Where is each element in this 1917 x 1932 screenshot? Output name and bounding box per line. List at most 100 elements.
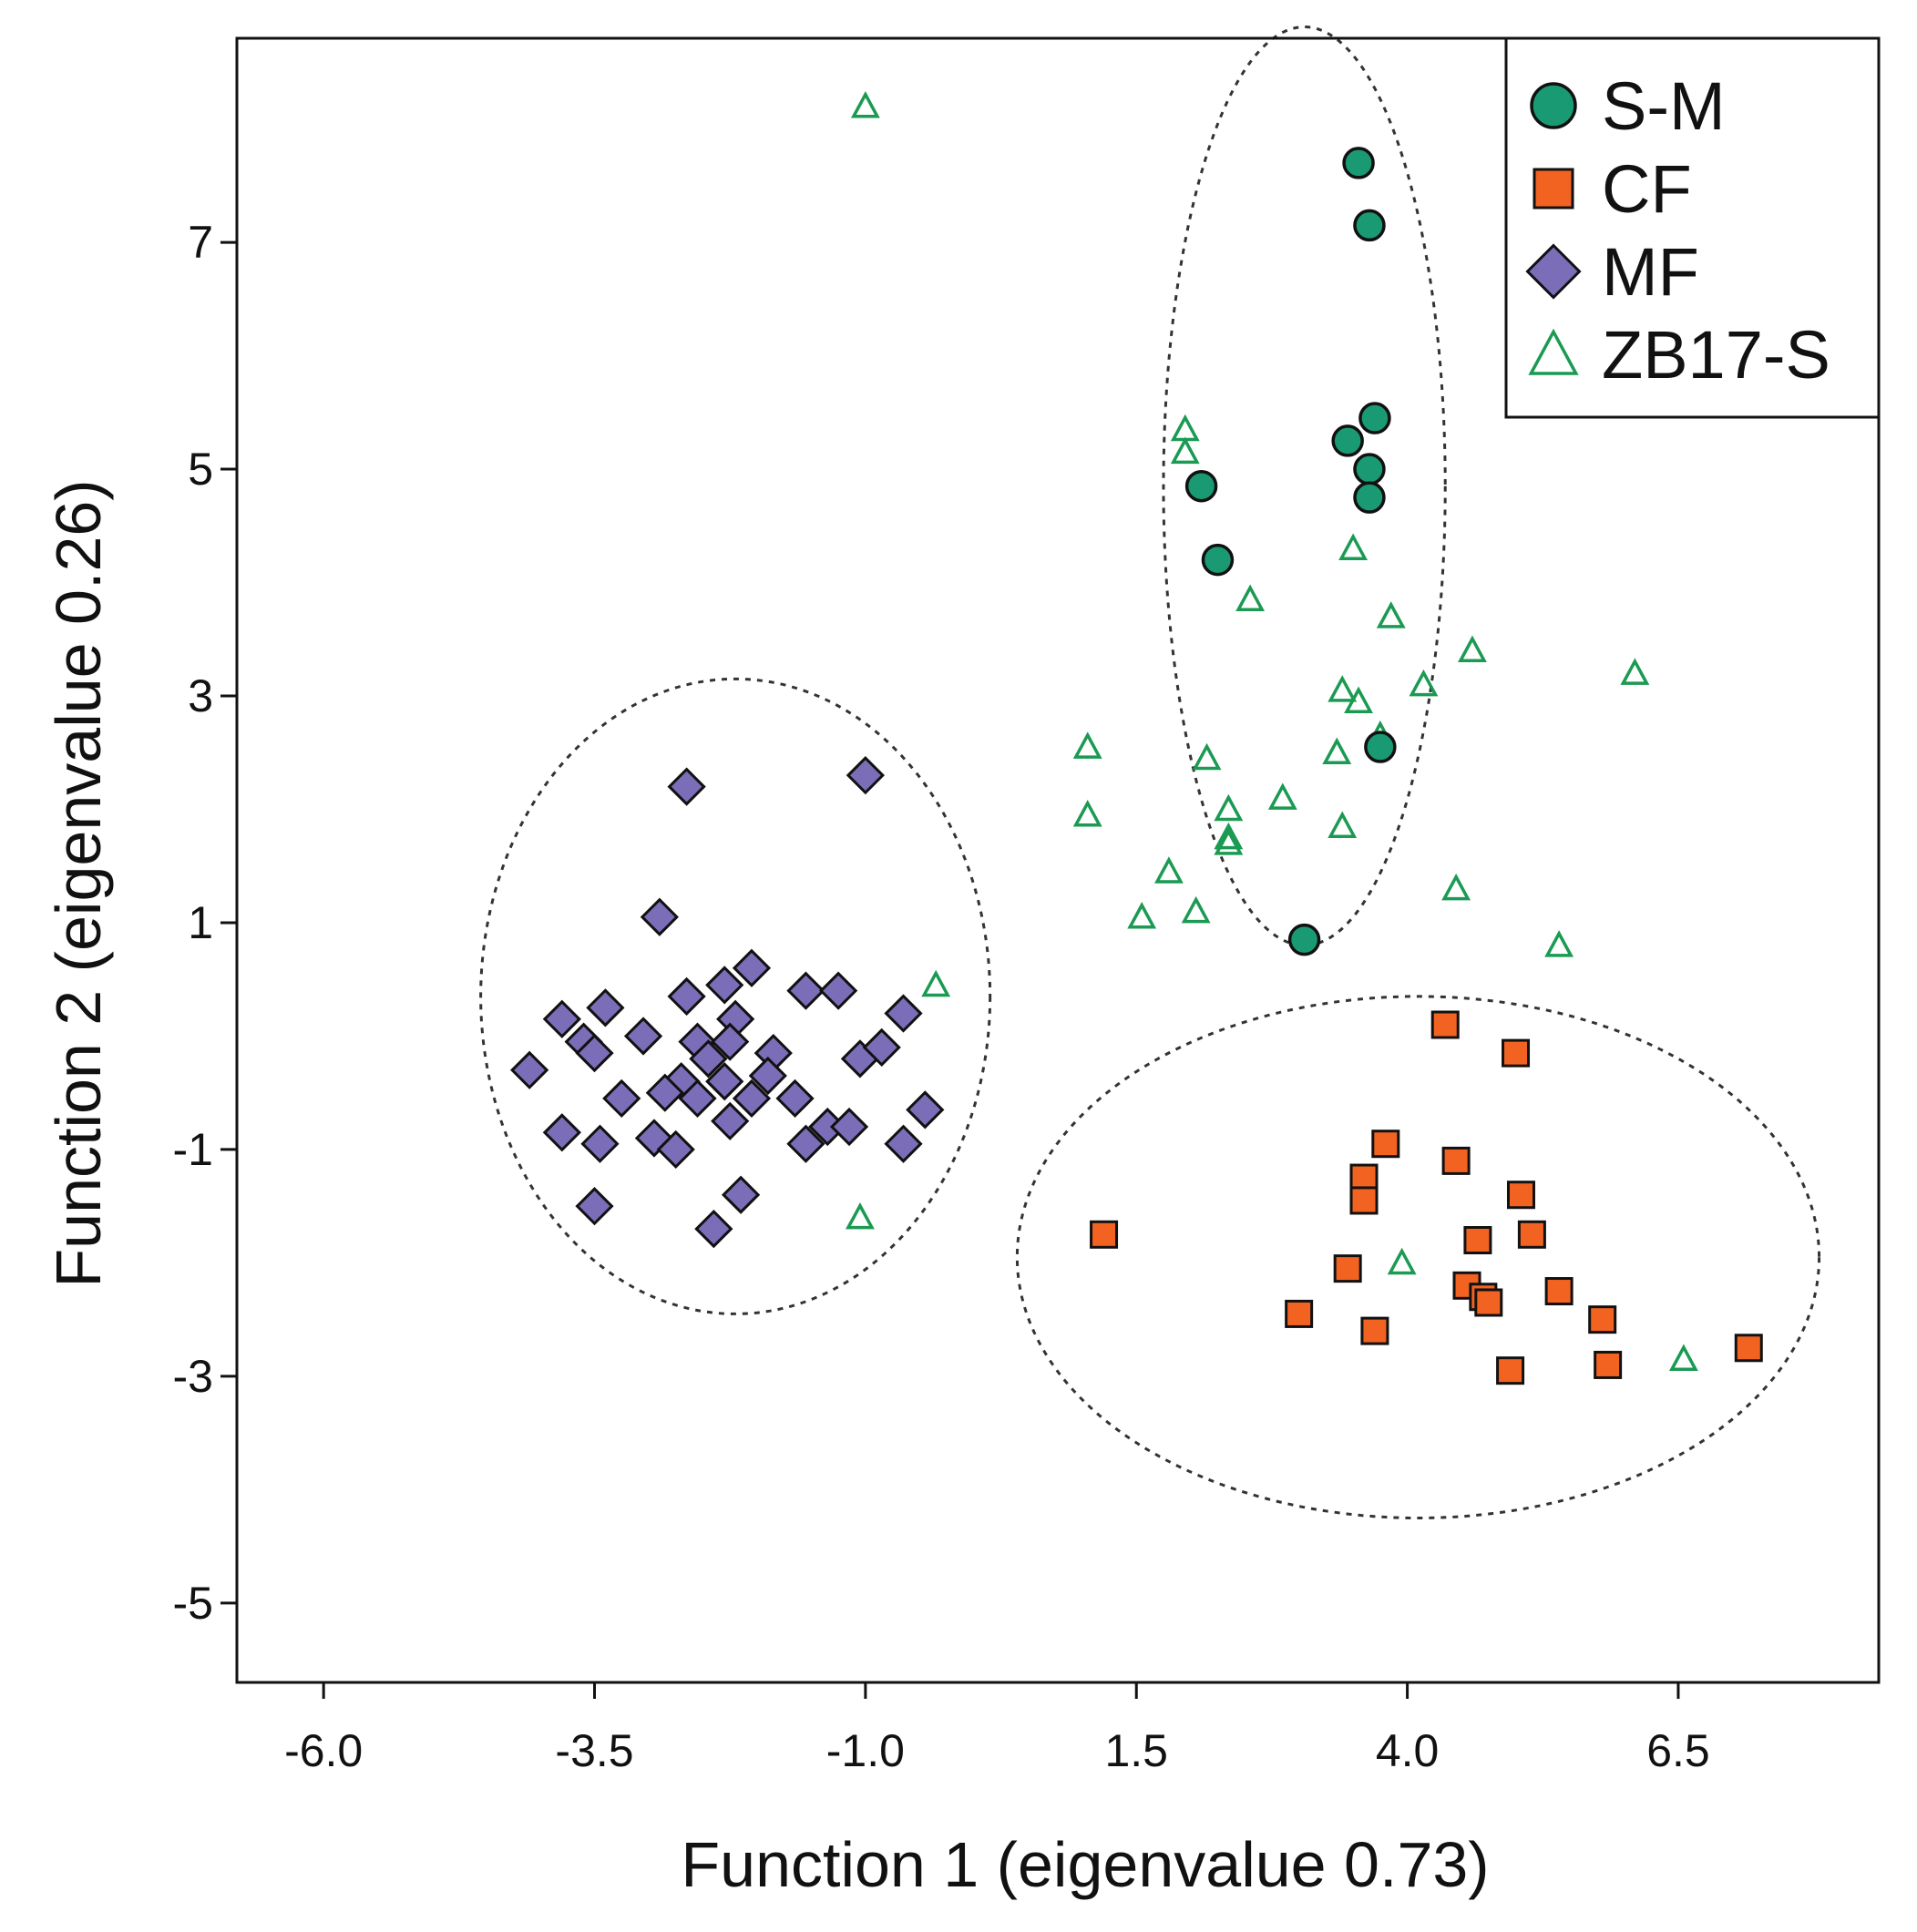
point-mf [906, 1090, 945, 1130]
point-cf [1594, 1350, 1623, 1379]
point-cf [1734, 1334, 1763, 1363]
point-mf [689, 1039, 728, 1078]
point-mf [732, 948, 772, 987]
legend-label-s-m: S-M [1602, 68, 1726, 144]
point-mf [748, 1056, 787, 1096]
point-zb17-s [1214, 828, 1244, 855]
point-zb17-s [1668, 1344, 1698, 1372]
cluster-ellipses [479, 26, 1821, 1520]
point-mf [586, 988, 625, 1027]
point-cf [1441, 1146, 1471, 1175]
point-zb17-s [1170, 414, 1200, 442]
point-mf [829, 1107, 869, 1147]
legend-marker-zb17-s [1528, 328, 1579, 375]
point-mf [542, 1113, 581, 1152]
point-mf [575, 1187, 614, 1226]
point-cf [1333, 1254, 1362, 1283]
point-zb17-s [1072, 731, 1102, 759]
point-zb17-s [1328, 675, 1358, 702]
point-mf [623, 1017, 663, 1056]
point-cf [1502, 1038, 1531, 1068]
point-mf [667, 976, 706, 1017]
point-zb17-s [1181, 895, 1211, 924]
x-axis: -6.0 -3.5 -1.0 1.5 4.0 6.5 [284, 1682, 1710, 1776]
point-zb17-s [1072, 800, 1102, 827]
point-s-m [1353, 453, 1386, 486]
point-mf [786, 1124, 825, 1163]
point-mf [580, 1124, 620, 1163]
point-cf [1588, 1305, 1617, 1334]
point-mf [602, 1078, 641, 1119]
point-zb17-s [1322, 737, 1352, 765]
point-mf [705, 966, 744, 1005]
point-zb17-s [850, 91, 880, 118]
point-zb17-s [1153, 856, 1184, 884]
point-s-m [1184, 469, 1218, 503]
x-tick-label: 1.5 [1104, 1725, 1168, 1776]
point-zb17-s [1170, 436, 1200, 465]
point-cf [1090, 1220, 1119, 1249]
point-mf [645, 1073, 684, 1112]
point-mf [846, 756, 885, 795]
legend-marker-s-m [1530, 82, 1577, 129]
point-zb17-s [1544, 930, 1574, 957]
ellipse-mf [479, 677, 992, 1315]
y-tick-label: -3 [173, 1351, 213, 1402]
y-tick-label: 3 [188, 670, 213, 721]
point-mf [510, 1050, 549, 1089]
y-tick-label: 5 [188, 444, 213, 495]
point-cf [1496, 1356, 1525, 1385]
point-mf [667, 767, 706, 806]
point-zb17-s [1328, 811, 1358, 838]
point-zb17-s [921, 969, 951, 997]
point-zb17-s [1235, 584, 1266, 611]
y-axis: -5 -3 -1 1 3 5 7 [173, 217, 237, 1629]
point-mf [694, 1209, 733, 1249]
point-mf [711, 1101, 750, 1140]
legend-marker-mf [1525, 243, 1582, 300]
point-mf [732, 1078, 772, 1119]
point-mf [678, 1078, 717, 1119]
point-zb17-s [1620, 658, 1650, 685]
legend-label-zb17-s: ZB17-S [1602, 317, 1830, 393]
point-zb17-s [1214, 822, 1244, 850]
point-cf [1517, 1220, 1546, 1249]
point-zb17-s [1192, 742, 1222, 771]
point-zb17-s [1387, 1247, 1417, 1275]
point-zb17-s [845, 1201, 875, 1230]
y-tick-label: 7 [188, 217, 213, 268]
y-tick-label: -5 [173, 1578, 213, 1629]
x-tick-label: -1.0 [826, 1725, 905, 1776]
point-mf [786, 971, 825, 1010]
point-cf [1360, 1316, 1389, 1345]
point-s-m [1358, 402, 1391, 434]
point-mf [542, 999, 581, 1038]
point-zb17-s [1409, 669, 1439, 697]
data-points [510, 91, 1763, 1385]
point-s-m [1342, 147, 1375, 179]
y-axis-title: Function 2 (eigenvalue 0.26) [43, 479, 114, 1287]
x-tick-label: 6.5 [1646, 1725, 1710, 1776]
point-s-m [1364, 731, 1397, 763]
point-zb17-s [1214, 793, 1244, 822]
point-cf [1463, 1226, 1492, 1255]
point-s-m [1353, 481, 1386, 514]
legend-marker-cf [1533, 168, 1574, 210]
point-mf [775, 1078, 815, 1119]
point-zb17-s [1458, 635, 1487, 663]
point-cf [1285, 1299, 1314, 1328]
point-mf [656, 1130, 695, 1170]
point-mf [862, 1027, 901, 1068]
point-s-m [1201, 543, 1235, 577]
point-mf [884, 1124, 923, 1163]
plot-frame [235, 36, 1881, 1684]
x-tick-label: 4.0 [1376, 1725, 1440, 1776]
point-s-m [1287, 923, 1321, 956]
point-zb17-s [1338, 533, 1369, 560]
point-cf [1544, 1277, 1574, 1306]
point-mf [884, 994, 923, 1033]
point-mf [705, 1062, 744, 1101]
point-s-m [1353, 209, 1386, 242]
